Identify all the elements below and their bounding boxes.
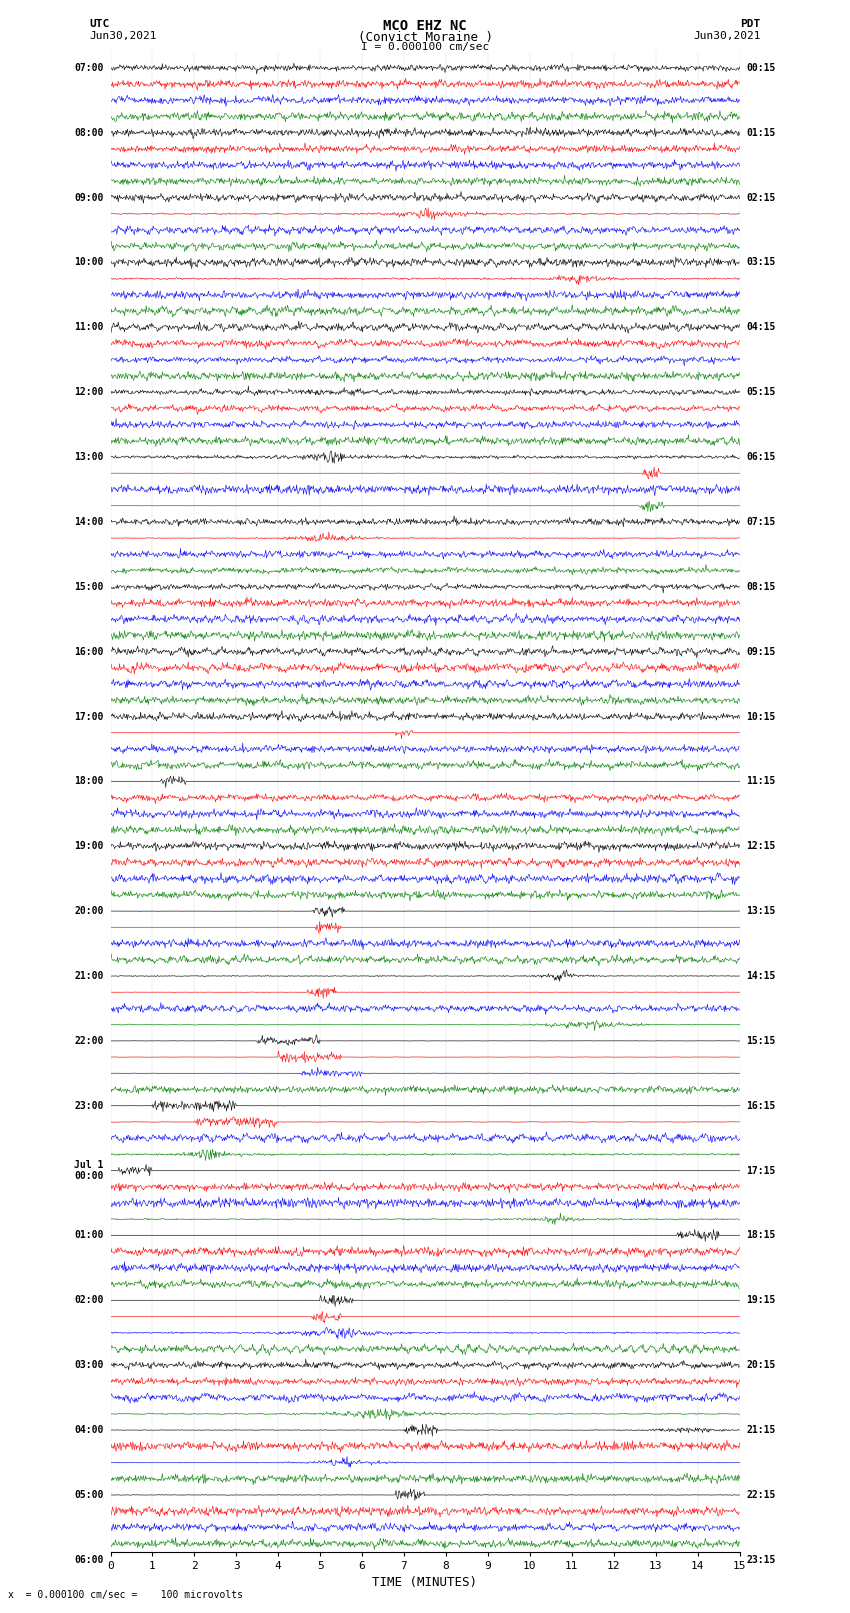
Text: 19:15: 19:15 bbox=[746, 1295, 776, 1305]
Text: 23:15: 23:15 bbox=[746, 1555, 776, 1565]
Text: 15:15: 15:15 bbox=[746, 1036, 776, 1045]
Text: 20:00: 20:00 bbox=[74, 907, 104, 916]
Text: 17:15: 17:15 bbox=[746, 1166, 776, 1176]
Text: 16:00: 16:00 bbox=[74, 647, 104, 656]
Text: 03:15: 03:15 bbox=[746, 258, 776, 268]
Text: 10:15: 10:15 bbox=[746, 711, 776, 721]
Text: 14:15: 14:15 bbox=[746, 971, 776, 981]
Text: MCO EHZ NC: MCO EHZ NC bbox=[383, 19, 467, 34]
Text: 07:15: 07:15 bbox=[746, 516, 776, 527]
Text: 11:15: 11:15 bbox=[746, 776, 776, 787]
Text: 06:00: 06:00 bbox=[74, 1555, 104, 1565]
Text: 12:00: 12:00 bbox=[74, 387, 104, 397]
Text: 04:15: 04:15 bbox=[746, 323, 776, 332]
X-axis label: TIME (MINUTES): TIME (MINUTES) bbox=[372, 1576, 478, 1589]
Text: 15:00: 15:00 bbox=[74, 582, 104, 592]
Text: 03:00: 03:00 bbox=[74, 1360, 104, 1369]
Text: 14:00: 14:00 bbox=[74, 516, 104, 527]
Text: x  = 0.000100 cm/sec =    100 microvolts: x = 0.000100 cm/sec = 100 microvolts bbox=[8, 1590, 243, 1600]
Text: 08:00: 08:00 bbox=[74, 127, 104, 137]
Text: 13:00: 13:00 bbox=[74, 452, 104, 461]
Text: I = 0.000100 cm/sec: I = 0.000100 cm/sec bbox=[361, 42, 489, 52]
Text: Jun30,2021: Jun30,2021 bbox=[694, 31, 761, 40]
Text: 07:00: 07:00 bbox=[74, 63, 104, 73]
Text: 05:00: 05:00 bbox=[74, 1490, 104, 1500]
Text: 11:00: 11:00 bbox=[74, 323, 104, 332]
Text: 17:00: 17:00 bbox=[74, 711, 104, 721]
Text: 23:00: 23:00 bbox=[74, 1100, 104, 1111]
Text: 09:00: 09:00 bbox=[74, 192, 104, 203]
Text: PDT: PDT bbox=[740, 19, 761, 29]
Text: 18:00: 18:00 bbox=[74, 776, 104, 787]
Text: 02:15: 02:15 bbox=[746, 192, 776, 203]
Text: 19:00: 19:00 bbox=[74, 842, 104, 852]
Text: 05:15: 05:15 bbox=[746, 387, 776, 397]
Text: 21:15: 21:15 bbox=[746, 1424, 776, 1436]
Text: 20:15: 20:15 bbox=[746, 1360, 776, 1369]
Text: 16:15: 16:15 bbox=[746, 1100, 776, 1111]
Text: 09:15: 09:15 bbox=[746, 647, 776, 656]
Text: 00:15: 00:15 bbox=[746, 63, 776, 73]
Text: UTC: UTC bbox=[89, 19, 110, 29]
Text: 22:00: 22:00 bbox=[74, 1036, 104, 1045]
Text: 02:00: 02:00 bbox=[74, 1295, 104, 1305]
Text: 10:00: 10:00 bbox=[74, 258, 104, 268]
Text: (Convict Moraine ): (Convict Moraine ) bbox=[358, 31, 492, 44]
Text: Jun30,2021: Jun30,2021 bbox=[89, 31, 156, 40]
Text: 22:15: 22:15 bbox=[746, 1490, 776, 1500]
Text: 21:00: 21:00 bbox=[74, 971, 104, 981]
Text: Jul 1
00:00: Jul 1 00:00 bbox=[74, 1160, 104, 1181]
Text: 08:15: 08:15 bbox=[746, 582, 776, 592]
Text: 01:15: 01:15 bbox=[746, 127, 776, 137]
Text: 01:00: 01:00 bbox=[74, 1231, 104, 1240]
Text: 18:15: 18:15 bbox=[746, 1231, 776, 1240]
Text: 13:15: 13:15 bbox=[746, 907, 776, 916]
Text: 12:15: 12:15 bbox=[746, 842, 776, 852]
Text: 06:15: 06:15 bbox=[746, 452, 776, 461]
Text: 04:00: 04:00 bbox=[74, 1424, 104, 1436]
